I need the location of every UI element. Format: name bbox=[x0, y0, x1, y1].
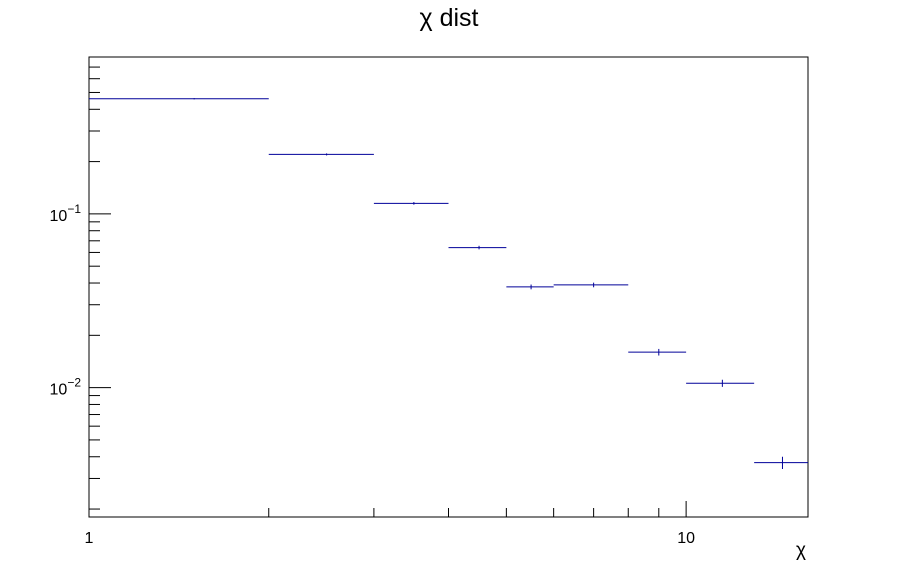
x-axis-label: χ bbox=[796, 540, 806, 561]
plot-frame bbox=[88, 56, 809, 518]
y-tick-label: 10−1 bbox=[50, 202, 82, 225]
chart-title: χ dist bbox=[419, 4, 479, 32]
y-tick-label: 10−2 bbox=[50, 376, 82, 399]
x-tick-label: 1 bbox=[85, 530, 94, 547]
x-tick-label: 10 bbox=[677, 530, 695, 547]
